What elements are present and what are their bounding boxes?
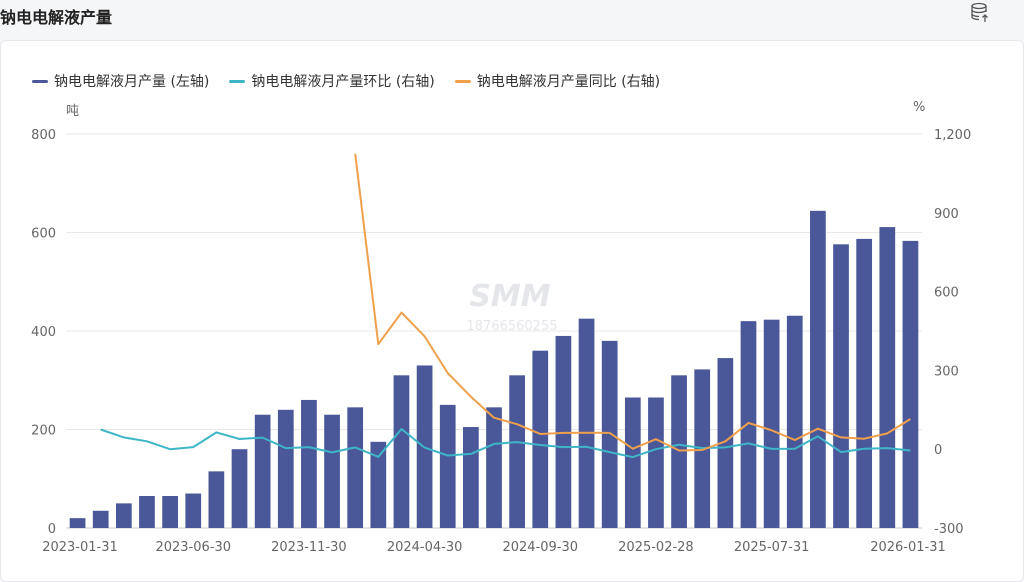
x-tick-label: 2025-02-28: [618, 540, 694, 555]
x-tick-label: 2026-01-31: [870, 540, 946, 555]
bar: [763, 319, 780, 528]
y-right-tick-label: 300: [934, 364, 959, 379]
bar: [509, 375, 526, 528]
bar: [717, 358, 734, 528]
y-left-tick-label: 200: [31, 424, 56, 439]
bar: [902, 240, 919, 528]
bar: [277, 409, 294, 528]
bar: [69, 518, 86, 528]
legend-swatch-bar: [32, 79, 48, 83]
watermark-phone: 18766560255: [467, 319, 558, 334]
x-tick-label: 2024-04-30: [387, 540, 463, 555]
series-line-mom: [100, 428, 911, 459]
bar: [648, 397, 664, 528]
y-left-tick-label: 0: [48, 522, 56, 537]
legend-label-yoy: 钠电电解液月产量同比 (右轴): [476, 74, 661, 90]
bar: [139, 495, 155, 528]
bar: [92, 510, 109, 528]
x-tick-label: 2023-06-30: [155, 540, 231, 555]
bar: [324, 414, 340, 528]
chart-legend: 钠电电解液月产量 (左轴) 钠电电解液月产量环比 (右轴) 钠电电解液月产量同比…: [32, 71, 660, 91]
bar: [856, 238, 873, 528]
database-export-icon-graphic: [971, 2, 988, 22]
page-title: 钠电电解液产量: [0, 8, 113, 27]
watermark-logo: SMM: [469, 279, 550, 314]
left-axis-unit: 吨: [66, 104, 80, 119]
bar: [185, 493, 202, 528]
bar: [578, 318, 595, 528]
bar: [231, 449, 248, 528]
bar: [370, 441, 387, 528]
bar: [301, 399, 317, 528]
bar: [208, 471, 225, 528]
y-left-tick-label: 800: [31, 128, 56, 143]
legend-item-mom[interactable]: 钠电电解液月产量环比 (右轴): [229, 71, 435, 91]
legend-item-yoy[interactable]: 钠电电解液月产量同比 (右轴): [454, 71, 661, 91]
bar: [486, 407, 502, 528]
y-right-tick-label: 1,200: [934, 128, 971, 143]
database-export-icon[interactable]: [970, 2, 992, 24]
x-tick-label: 2025-07-31: [734, 540, 810, 555]
x-tick-label: 2024-09-30: [502, 540, 578, 555]
x-tick-label: 2023-01-31: [42, 540, 118, 555]
bar: [393, 375, 410, 528]
bar: [162, 495, 178, 528]
bar: [532, 350, 549, 528]
bar: [624, 397, 641, 528]
bar: [833, 244, 849, 528]
right-axis-unit: %: [913, 100, 926, 115]
bar: [810, 210, 826, 528]
legend-swatch-mom: [229, 79, 246, 83]
chart-plot-area: 0 200 400 600 800 -300 0 300 600 900 1,200 SMM 18766…: [31, 128, 971, 555]
bar: [115, 503, 132, 528]
legend-label-monthly-output: 钠电电解液月产量 (左轴): [54, 74, 210, 90]
bar: [462, 427, 479, 528]
bar: [740, 321, 757, 528]
bar: [347, 407, 364, 528]
bar: [254, 414, 271, 528]
y-left-tick-label: 600: [31, 227, 56, 242]
y-right-tick-label: 900: [934, 207, 959, 222]
y-right-tick-label: -300: [934, 522, 964, 537]
legend-swatch-yoy: [454, 79, 471, 83]
series-line-yoy: [354, 153, 911, 452]
bar: [601, 340, 618, 528]
legend-item-monthly-output[interactable]: 钠电电解液月产量 (左轴): [32, 71, 209, 91]
bar: [879, 227, 896, 528]
y-right-tick-label: 600: [934, 286, 959, 301]
y-left-tick-label: 400: [31, 325, 56, 340]
bar: [671, 375, 687, 528]
bar: [786, 315, 803, 528]
x-tick-label: 2023-11-30: [271, 540, 347, 555]
legend-label-mom: 钠电电解液月产量环比 (右轴): [251, 74, 435, 90]
bar: [439, 404, 456, 528]
y-right-tick-label: 0: [934, 443, 942, 458]
